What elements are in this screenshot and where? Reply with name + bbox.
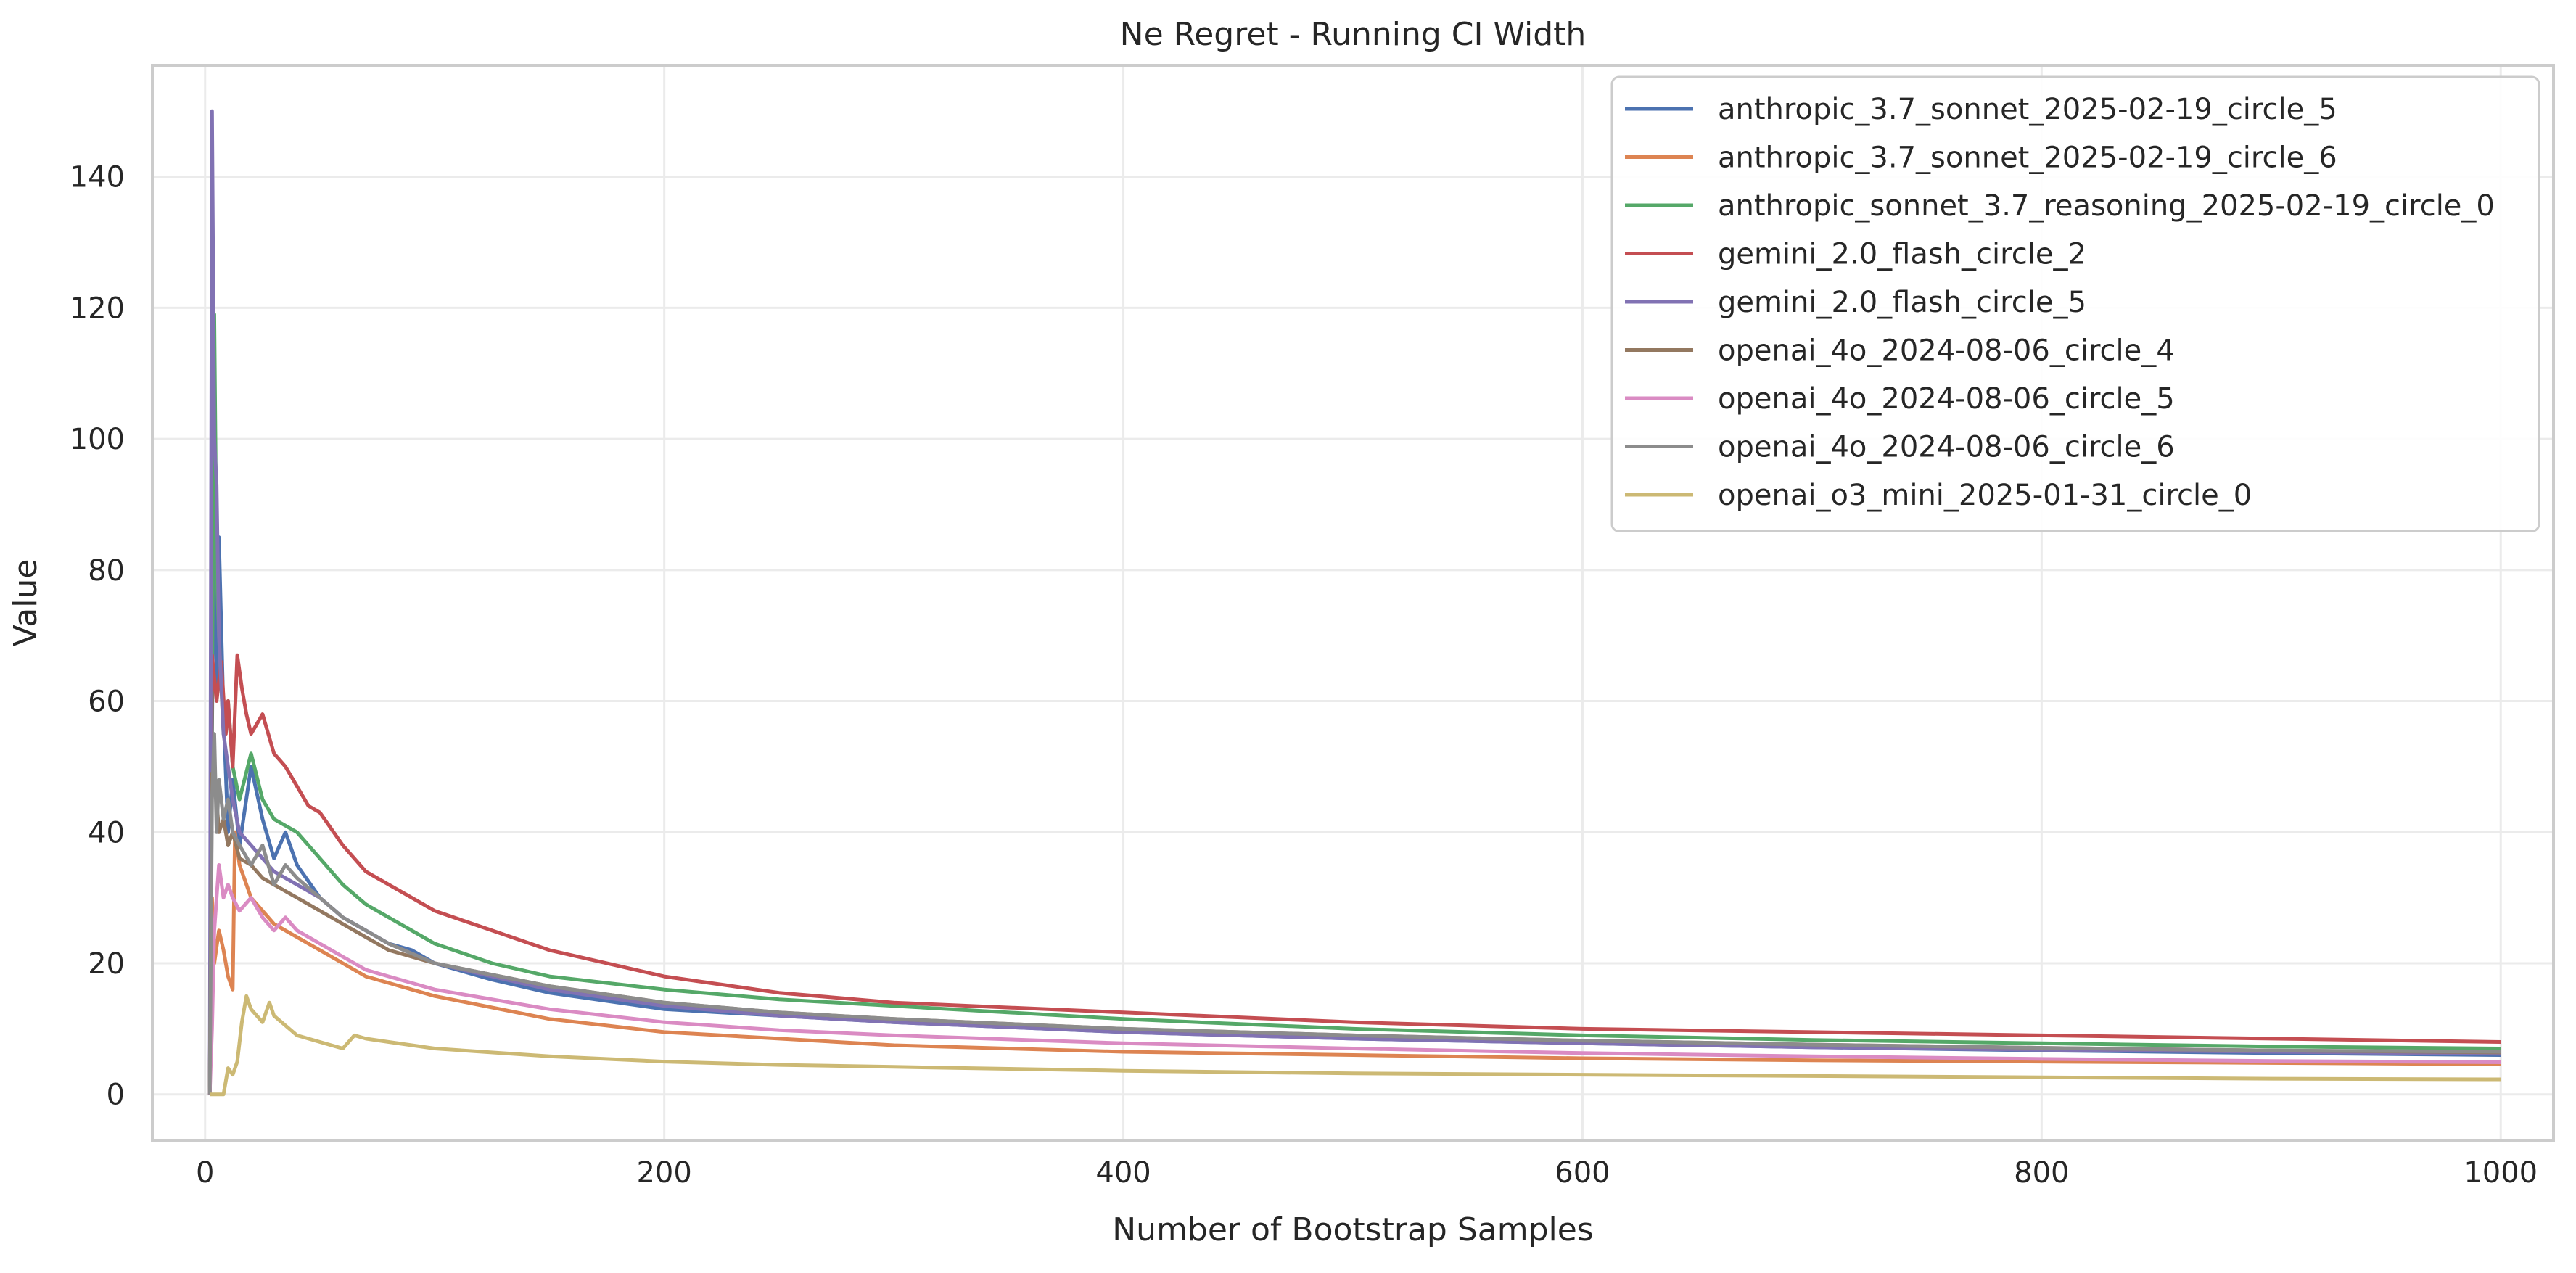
series-line-9 [210, 994, 2501, 1097]
series-line-7 [207, 863, 2501, 1095]
x-axis-label: Number of Bootstrap Samples [1112, 1211, 1593, 1248]
y-tick-label: 0 [107, 1079, 125, 1112]
legend-label: anthropic_sonnet_3.7_reasoning_2025-02-1… [1718, 189, 2495, 223]
x-tick-label: 200 [636, 1156, 691, 1190]
plot-frame [151, 64, 2555, 1142]
series-line-4 [207, 653, 2501, 1095]
x-tick-label: 600 [1555, 1156, 1610, 1190]
plot-lines [207, 109, 2501, 1097]
legend-label: openai_o3_mini_2025-01-31_circle_0 [1718, 479, 2252, 512]
x-tick-label: 0 [196, 1156, 214, 1190]
chart-title: Ne Regret - Running CI Width [1120, 16, 1587, 53]
series-line-2 [207, 830, 2501, 1095]
legend-label: gemini_2.0_flash_circle_5 [1718, 286, 2086, 319]
legend-label: openai_4o_2024-08-06_circle_5 [1718, 382, 2175, 416]
x-tick-label: 400 [1095, 1156, 1151, 1190]
legend-label: anthropic_3.7_sonnet_2025-02-19_circle_5 [1718, 93, 2337, 126]
y-tick-label: 100 [70, 423, 125, 456]
axes: 0 200 400 600 800 1000 0 20 40 60 80 100 120 140 [70, 64, 2555, 1190]
y-tick-label: 60 [88, 685, 125, 719]
y-axis-label: Value [7, 559, 44, 647]
legend-box [1610, 75, 2540, 532]
legend-label: gemini_2.0_flash_circle_2 [1718, 238, 2086, 271]
legend-label: openai_4o_2024-08-06_circle_4 [1718, 334, 2175, 368]
y-tick-label: 80 [88, 554, 125, 588]
x-tick-label: 800 [2014, 1156, 2069, 1190]
y-tick-label: 40 [88, 816, 125, 849]
y-tick-label: 140 [70, 161, 125, 194]
y-tick-label: 20 [88, 947, 125, 981]
legend-label: anthropic_3.7_sonnet_2025-02-19_circle_6 [1718, 141, 2337, 175]
series-line-8 [207, 732, 2501, 1095]
y-tick-label: 120 [70, 292, 125, 325]
legend: anthropic_3.7_sonnet_2025-02-19_circle_5… [1610, 75, 2540, 532]
x-tick-label: 1000 [2464, 1156, 2538, 1190]
grid [152, 65, 2554, 1140]
legend-label: openai_4o_2024-08-06_circle_6 [1718, 431, 2175, 464]
